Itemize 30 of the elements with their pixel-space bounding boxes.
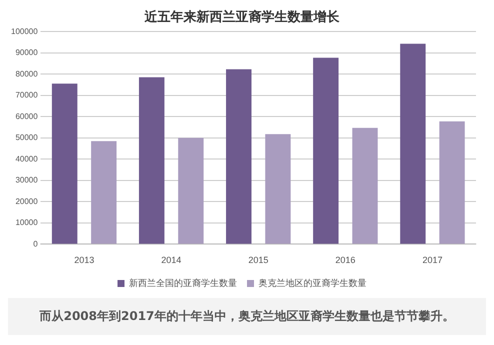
bar <box>400 44 426 244</box>
bar <box>138 77 164 244</box>
legend-label: 奥克兰地区的亚裔学生数量 <box>258 278 366 289</box>
y-tick-label: 0 <box>33 239 38 248</box>
y-tick-label: 50000 <box>15 133 38 142</box>
bar <box>178 138 204 244</box>
y-tick-label: 100000 <box>10 26 38 36</box>
y-tick-label: 30000 <box>15 176 38 185</box>
bar <box>439 121 465 244</box>
x-tick-label: 2014 <box>161 255 182 266</box>
y-tick-label: 20000 <box>15 196 38 206</box>
y-tick-label: 90000 <box>15 48 38 58</box>
y-tick-label: 40000 <box>15 154 38 164</box>
bar <box>226 69 252 244</box>
x-tick-label: 2017 <box>422 255 442 266</box>
text: 而从2008年到2017年的十年当中，奥克兰地区亚裔学生数量也是节节攀升。 <box>8 298 486 335</box>
bar <box>265 134 291 244</box>
y-tick-label: 10000 <box>15 218 38 228</box>
x-tick-label: 2013 <box>74 255 94 266</box>
x-tick-label: 2015 <box>248 255 268 266</box>
bar <box>313 58 339 244</box>
bar <box>52 84 78 244</box>
y-tick-label: 60000 <box>15 112 38 121</box>
y-tick-label: 70000 <box>15 90 38 100</box>
legend-label: 新西兰全国的亚裔学生数量 <box>129 278 237 289</box>
x-tick-label: 2016 <box>335 255 356 266</box>
bar <box>91 141 117 244</box>
bar <box>352 128 378 244</box>
chart-title: 近五年来新西兰亚裔学生数量增长 <box>144 9 340 26</box>
y-tick-label: 80000 <box>15 69 38 78</box>
